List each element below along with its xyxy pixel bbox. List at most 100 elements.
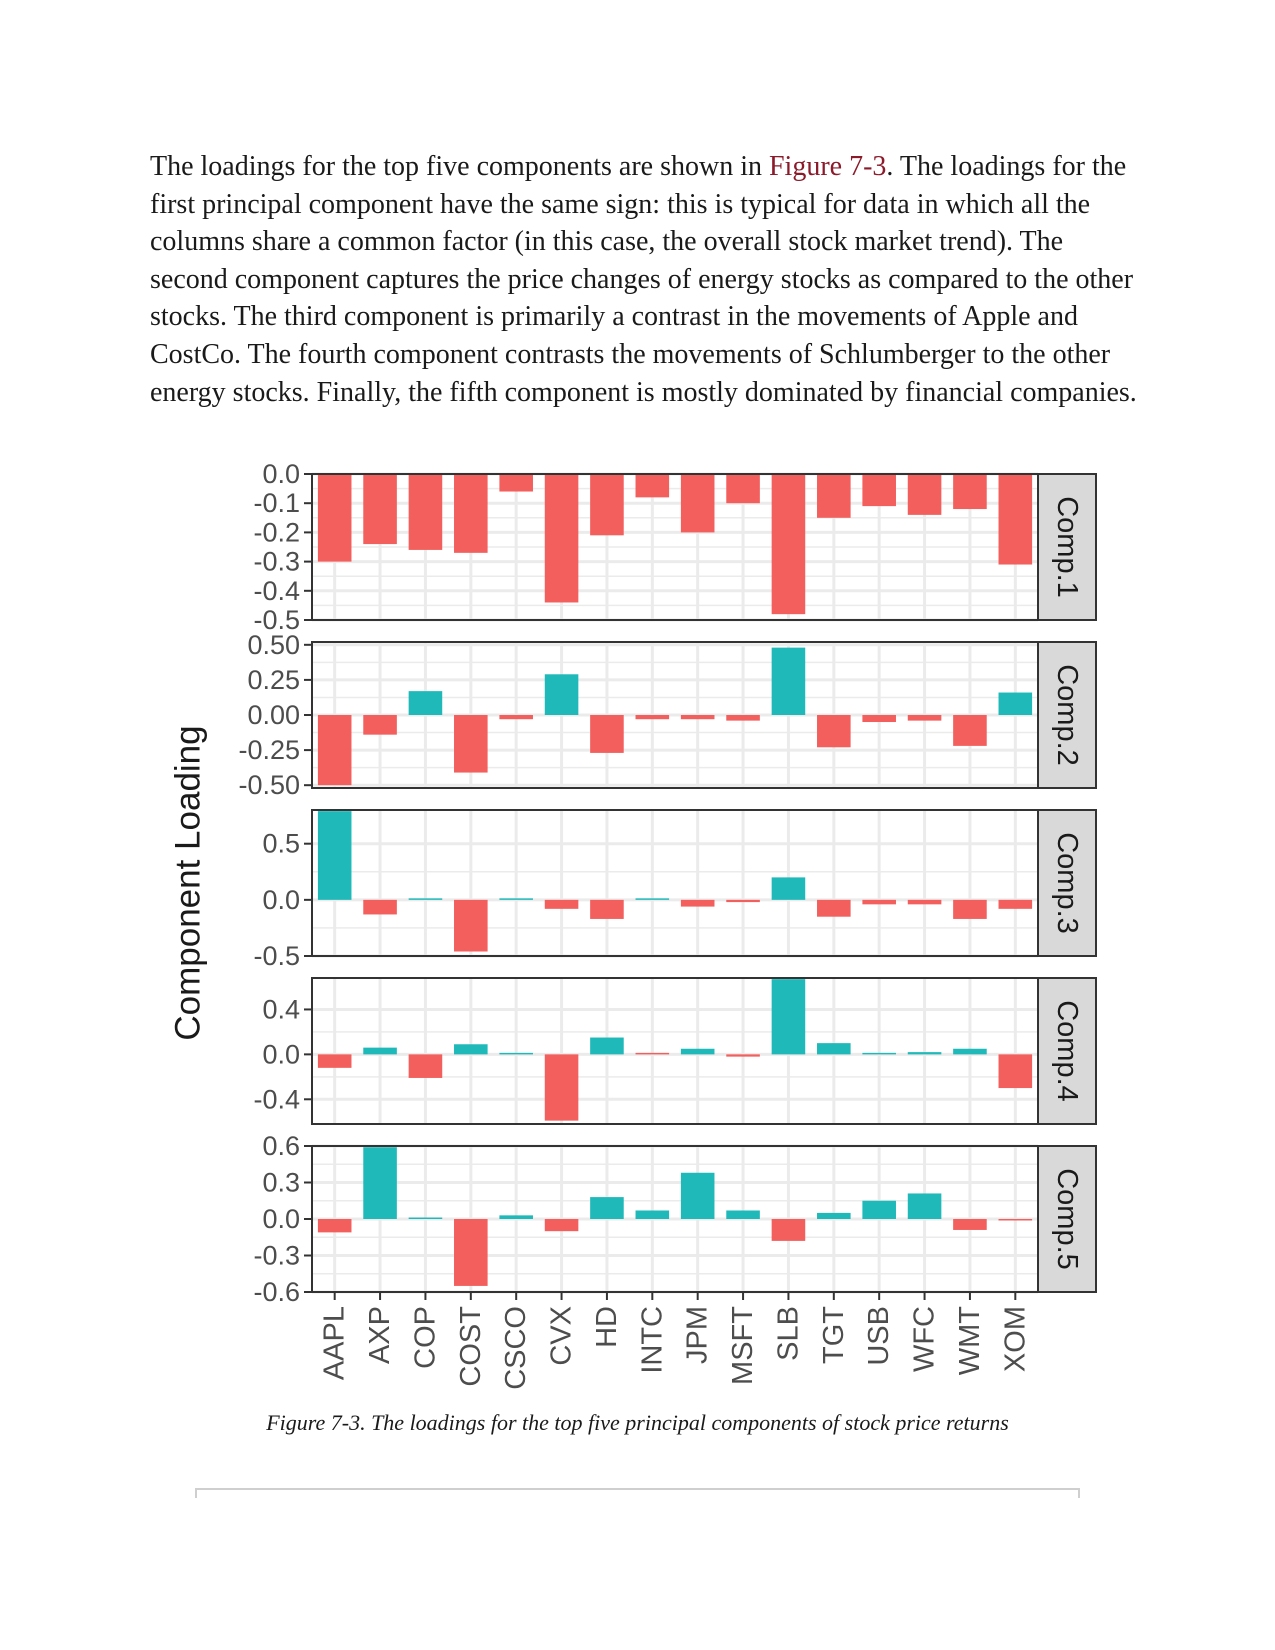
y-tick-label: -0.5 — [253, 605, 300, 635]
bar-cvx-comp4 — [544, 1054, 579, 1121]
y-tick-label: -0.4 — [253, 1084, 300, 1114]
x-tick-label-slb: SLB — [772, 1306, 804, 1361]
bar-intc-comp3 — [635, 898, 670, 900]
bar-axp-comp1 — [363, 474, 397, 545]
y-tick-label: -0.5 — [253, 941, 300, 971]
x-tick-label-xom: XOM — [999, 1306, 1031, 1372]
bar-cop-comp5 — [408, 1217, 443, 1219]
bar-slb-comp1 — [771, 474, 806, 615]
y-tick-label: -0.3 — [253, 1241, 300, 1271]
y-tick-label: -0.50 — [238, 770, 300, 800]
x-tick-label-wmt: WMT — [954, 1306, 986, 1376]
bar-axp-comp2 — [363, 715, 397, 735]
bar-wmt-comp5 — [953, 1219, 987, 1230]
bar-intc-comp4 — [635, 1052, 670, 1055]
y-tick-label: -0.25 — [238, 735, 300, 765]
body-paragraph: The loadings for the top five components… — [150, 148, 1140, 411]
panel-background — [312, 978, 1038, 1124]
bar-tgt-comp3 — [817, 899, 851, 917]
paragraph-text-2: . The loadings for the first principal c… — [150, 151, 1137, 408]
figure-link[interactable]: Figure 7-3 — [768, 151, 887, 182]
bar-cop-comp1 — [408, 474, 443, 550]
bar-cost-comp3 — [454, 899, 488, 952]
bar-intc-comp5 — [635, 1210, 670, 1219]
y-tick-label: 0.25 — [247, 665, 300, 695]
bar-intc-comp1 — [635, 474, 670, 498]
facet-strip — [1037, 809, 1097, 957]
x-tick-label-usb: USB — [863, 1306, 895, 1366]
bar-jpm-comp5 — [680, 1172, 715, 1219]
facet-label: Comp.4 — [1051, 1000, 1083, 1102]
bar-jpm-comp4 — [680, 1048, 715, 1055]
bar-axp-comp4 — [363, 1047, 397, 1055]
bar-tgt-comp2 — [817, 715, 851, 748]
y-tick-label: 0.3 — [262, 1168, 300, 1198]
y-tick-label: -0.3 — [253, 547, 300, 577]
bar-cost-comp2 — [454, 715, 488, 773]
bar-wmt-comp2 — [953, 715, 987, 746]
bar-wfc-comp5 — [907, 1193, 942, 1219]
bar-tgt-comp4 — [817, 1043, 851, 1055]
x-tick-label-hd: HD — [591, 1306, 623, 1348]
facet-strip — [1037, 641, 1097, 789]
bar-slb-comp4 — [771, 979, 806, 1055]
bar-wmt-comp4 — [953, 1048, 987, 1055]
y-tick-label: 0.0 — [262, 885, 300, 915]
bar-msft-comp1 — [726, 474, 760, 504]
bar-jpm-comp3 — [680, 899, 715, 907]
bar-axp-comp5 — [363, 1147, 397, 1219]
bar-hd-comp1 — [590, 474, 624, 536]
facet-strip — [1037, 977, 1097, 1125]
y-tick-label: 0.0 — [262, 1039, 300, 1069]
bar-usb-comp2 — [862, 715, 896, 723]
bar-tgt-comp1 — [817, 474, 851, 518]
x-tick-label-axp: AXP — [364, 1306, 396, 1364]
y-tick-label: 0.5 — [262, 829, 300, 859]
bar-cop-comp4 — [408, 1054, 443, 1078]
bar-jpm-comp2 — [680, 715, 715, 720]
bar-cost-comp1 — [454, 474, 488, 553]
bar-wmt-comp3 — [953, 899, 987, 919]
bar-cop-comp3 — [408, 898, 443, 900]
bar-xom-comp1 — [998, 474, 1033, 565]
facet-strip — [1037, 473, 1097, 621]
facet-strip — [1037, 1145, 1097, 1293]
y-tick-label: 0.4 — [262, 994, 300, 1024]
x-tick-label-aapl: AAPL — [319, 1306, 351, 1380]
paragraph-text-1: The loadings for the top five components… — [150, 151, 769, 182]
bar-tgt-comp5 — [817, 1212, 851, 1219]
bar-cvx-comp3 — [544, 899, 579, 909]
bar-intc-comp2 — [635, 715, 670, 720]
bar-xom-comp4 — [998, 1054, 1033, 1089]
bar-aapl-comp1 — [317, 474, 352, 562]
bar-slb-comp2 — [771, 647, 806, 715]
bar-aapl-comp2 — [317, 715, 352, 786]
y-tick-label: 0.00 — [247, 700, 300, 730]
facet-label: Comp.3 — [1051, 832, 1083, 934]
y-tick-label: -0.2 — [253, 517, 300, 547]
bar-hd-comp2 — [590, 715, 624, 753]
bar-hd-comp5 — [590, 1197, 624, 1219]
bar-jpm-comp1 — [680, 474, 715, 533]
bar-wfc-comp2 — [907, 715, 942, 721]
bar-hd-comp4 — [590, 1037, 624, 1055]
bar-aapl-comp4 — [317, 1054, 352, 1068]
x-tick-label-cvx: CVX — [546, 1306, 578, 1366]
facet-label: Comp.1 — [1051, 496, 1083, 598]
y-axis-title: Component Loading — [169, 725, 208, 1040]
x-tick-label-cost: COST — [455, 1306, 487, 1387]
x-tick-label-wfc: WFC — [909, 1306, 941, 1372]
bar-usb-comp3 — [862, 899, 896, 905]
bar-wfc-comp1 — [907, 474, 942, 515]
bar-cost-comp4 — [454, 1044, 488, 1055]
bar-cvx-comp5 — [544, 1219, 579, 1232]
x-tick-label-intc: INTC — [636, 1306, 668, 1374]
panel-background — [312, 810, 1038, 956]
bar-usb-comp4 — [862, 1052, 896, 1055]
x-tick-label-cop: COP — [409, 1306, 441, 1369]
y-tick-label: 0.50 — [247, 630, 300, 660]
bar-csco-comp3 — [499, 898, 533, 900]
figure-caption: Figure 7-3. The loadings for the top fiv… — [266, 1410, 1009, 1435]
bar-axp-comp3 — [363, 899, 397, 915]
